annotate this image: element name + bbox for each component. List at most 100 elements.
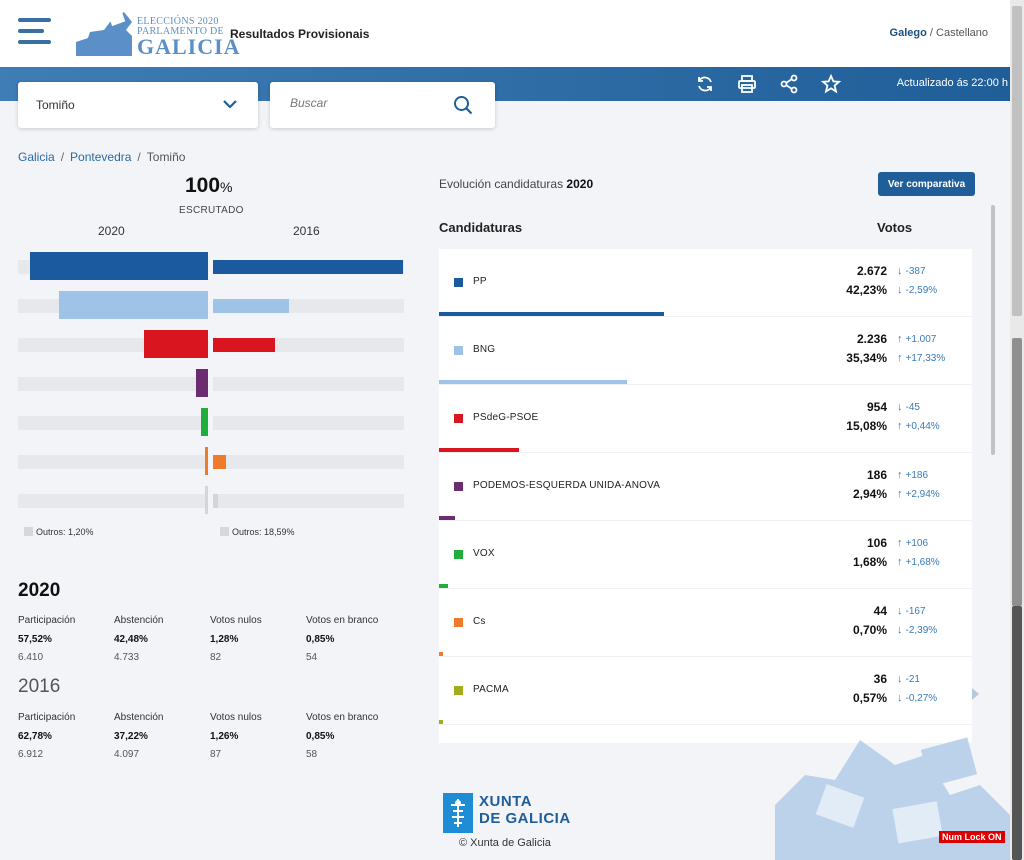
- breadcrumb-galicia[interactable]: Galicia: [18, 150, 55, 164]
- candidate-row[interactable]: PODEMOS-ESQUERDA UNIDA-ANOVA 186 2,94% ↑ +18…: [439, 453, 972, 521]
- menu-icon[interactable]: [18, 18, 51, 46]
- stat-y2020-1: Abstención 42,48% 4.733: [114, 615, 210, 663]
- candidate-row[interactable]: VOX 106 1,68% ↑ +106 ↑ +1,68%: [439, 521, 972, 589]
- bar-row-pacma: [18, 486, 404, 514]
- others-2020: Outros: 1,20%: [24, 527, 94, 537]
- bar-2020: [144, 330, 208, 358]
- numlock-indicator: Num Lock ON: [939, 831, 1005, 843]
- bar-row-psdeg-psoe: [18, 330, 404, 358]
- location-select[interactable]: Tomiño: [18, 82, 258, 128]
- votes-change: ↓ -167: [897, 605, 926, 617]
- bar-2020: [205, 486, 208, 514]
- candidate-row[interactable]: Cs 44 0,70% ↓ -167 ↓ -2,39%: [439, 589, 972, 657]
- votes-change: ↑ +186: [897, 469, 929, 481]
- stat-label: Votos en branco: [306, 712, 379, 723]
- year-left-label: 2020: [98, 224, 125, 238]
- candidate-row[interactable]: PP 2.672 42,23% ↓ -387 ↓ -2,59%: [439, 249, 972, 317]
- votes-change: ↓ -45: [897, 401, 920, 413]
- percentage-change: ↑ +0,44%: [897, 420, 940, 432]
- top-header: ELECCIÓNS 2020 PARLAMENTO DE GALICIA Res…: [0, 0, 1010, 67]
- lang-castellano[interactable]: Castellano: [936, 27, 988, 39]
- star-icon[interactable]: [820, 73, 843, 94]
- candidate-name: PODEMOS-ESQUERDA UNIDA-ANOVA: [473, 480, 661, 491]
- percentage-change: ↑ +17,33%: [897, 352, 946, 364]
- bar-2020: [58, 291, 208, 319]
- candidate-share-bar: [439, 312, 665, 316]
- breadcrumb: Galicia / Pontevedra / Tomiño: [18, 150, 186, 164]
- candidate-share-bar: [439, 516, 455, 520]
- candidate-share-bar: [439, 448, 520, 452]
- stat-percentage: 1,26%: [210, 731, 239, 742]
- candidate-share-bar: [439, 652, 443, 656]
- candidate-name: PSdeG-PSOE: [473, 412, 539, 423]
- stat-y2016-1: Abstención 37,22% 4.097: [114, 712, 210, 760]
- stat-percentage: 37,22%: [114, 731, 148, 742]
- arrow-down-icon: ↓: [897, 692, 903, 704]
- candidate-row[interactable]: PACMA 36 0,57% ↓ -21 ↓ -0,27%: [439, 657, 972, 725]
- stat-percentage: 0,85%: [306, 731, 335, 742]
- bar-2016: [213, 299, 290, 313]
- candidate-color-swatch: [454, 618, 463, 627]
- bar-2020: [29, 252, 208, 280]
- bar-2016: [213, 494, 218, 508]
- lang-galego[interactable]: Galego: [889, 27, 927, 39]
- stat-count: 58: [306, 749, 318, 760]
- percentage-change: ↓ -2,59%: [897, 284, 938, 296]
- stat-count: 4.097: [114, 749, 140, 760]
- candidate-row[interactable]: BNG 2.236 35,34% ↑ +1.007 ↑ +17,33%: [439, 317, 972, 385]
- candidate-row[interactable]: PSdeG-PSOE 954 15,08% ↓ -45 ↑ +0,44%: [439, 385, 972, 453]
- bar-row-podemos-esquerda-unida-anova: [18, 369, 404, 397]
- stats-year-2016: 2016: [18, 676, 61, 697]
- bar-2020: [205, 447, 208, 475]
- candidate-votes: 106: [866, 536, 887, 550]
- location-select-value: Tomiño: [36, 98, 75, 112]
- candidate-name: PP: [473, 276, 487, 287]
- xunta-logo-text: XUNTA DE GALICIA: [479, 793, 571, 827]
- candidate-votes: 2.236: [856, 332, 887, 346]
- window-scrollbar[interactable]: [1010, 0, 1024, 860]
- candidate-name: Cs: [473, 616, 486, 627]
- app-title: Resultados Provisionais: [230, 27, 370, 41]
- share-icon[interactable]: [779, 74, 801, 94]
- print-icon[interactable]: [737, 74, 759, 94]
- stat-percentage: 1,28%: [210, 634, 239, 645]
- stat-count: 6.410: [18, 652, 44, 663]
- stat-label: Abstención: [114, 712, 164, 723]
- election-logo-icon[interactable]: [74, 8, 216, 58]
- bar-2016: [213, 260, 404, 274]
- scrutiny-percentage: 100%: [185, 174, 233, 197]
- arrow-up-icon: ↑: [897, 488, 903, 500]
- stat-percentage: 62,78%: [18, 731, 52, 742]
- scroll-right-arrow-icon[interactable]: [972, 688, 979, 700]
- table-scrollbar[interactable]: [991, 205, 995, 455]
- lang-separator: /: [929, 27, 933, 39]
- search-input[interactable]: [290, 96, 440, 110]
- breadcrumb-pontevedra[interactable]: Pontevedra: [70, 150, 132, 164]
- refresh-icon[interactable]: [695, 74, 717, 94]
- arrow-up-icon: ↑: [897, 352, 903, 364]
- xunta-shield-icon[interactable]: [443, 793, 473, 833]
- arrow-up-icon: ↑: [897, 537, 903, 549]
- stat-label: Votos nulos: [210, 712, 262, 723]
- candidate-name: BNG: [473, 344, 496, 355]
- year-right-label: 2016: [293, 224, 320, 238]
- votes-change: ↓ -387: [897, 265, 926, 277]
- others-2016: Outros: 18,59%: [220, 527, 295, 537]
- view-comparison-button[interactable]: Ver comparativa: [878, 172, 975, 196]
- candidate-percentage: 15,08%: [846, 419, 887, 433]
- stats-year-2020: 2020: [18, 580, 61, 601]
- stat-count: 54: [306, 652, 318, 663]
- arrow-up-icon: ↑: [897, 333, 903, 345]
- candidate-votes: 186: [866, 468, 887, 482]
- candidate-name: PACMA: [473, 684, 509, 695]
- bar-2020: [195, 369, 208, 397]
- stat-percentage: 42,48%: [114, 634, 148, 645]
- arrow-down-icon: ↓: [897, 673, 903, 685]
- election-logo-text: ELECCIÓNS 2020 PARLAMENTO DE GALICIA: [137, 16, 241, 59]
- bar-row-vox: [18, 408, 404, 436]
- stat-count: 82: [210, 652, 222, 663]
- candidate-color-swatch: [454, 482, 463, 491]
- candidate-color-swatch: [454, 278, 463, 287]
- candidate-percentage: 2,94%: [852, 487, 887, 501]
- search-icon[interactable]: [453, 95, 473, 115]
